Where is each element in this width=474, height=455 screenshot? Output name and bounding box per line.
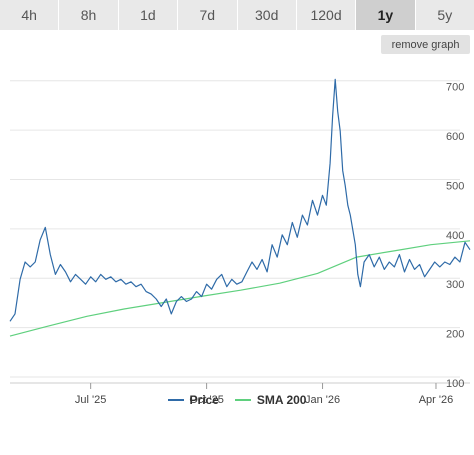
legend-label-sma200: SMA 200	[256, 393, 307, 407]
tab-8h[interactable]: 8h	[59, 0, 119, 30]
x-tick-label: Apr '26	[419, 394, 454, 406]
tab-1d[interactable]: 1d	[118, 0, 179, 30]
tab-30d[interactable]: 30d	[237, 0, 297, 30]
y-tick-label: 700	[446, 82, 464, 94]
chart-legend: Price SMA 200	[0, 393, 474, 407]
tab-4h[interactable]: 4h	[0, 0, 60, 30]
y-tick-label: 500	[446, 180, 464, 192]
y-tick-label: 100	[446, 378, 464, 390]
y-tick-label: 200	[446, 329, 464, 341]
sma200-series-line	[9, 240, 471, 337]
remove-graph-button[interactable]: remove graph	[381, 35, 470, 54]
legend-swatch-price	[167, 399, 184, 401]
timeframe-tabs: 4h 8h 1d 7d 30d 120d 1y 5y	[0, 0, 474, 30]
legend-swatch-sma200	[234, 399, 251, 401]
tab-7d[interactable]: 7d	[178, 0, 238, 30]
y-tick-label: 300	[446, 279, 464, 291]
y-tick-label: 600	[446, 131, 464, 143]
tab-120d[interactable]: 120d	[296, 0, 357, 30]
price-series-line	[9, 78, 471, 322]
y-tick-label: 400	[446, 230, 464, 242]
legend-item-sma200[interactable]: SMA 200	[234, 393, 307, 407]
x-tick-label: Oct '25	[189, 394, 224, 406]
x-tick-label: Jan '26	[305, 394, 340, 406]
legend-label-price: Price	[189, 393, 219, 407]
tab-1y[interactable]: 1y	[356, 0, 416, 30]
tab-5y[interactable]: 5y	[415, 0, 474, 30]
legend-item-price[interactable]: Price	[167, 393, 219, 407]
x-tick-label: Jul '25	[75, 394, 106, 406]
